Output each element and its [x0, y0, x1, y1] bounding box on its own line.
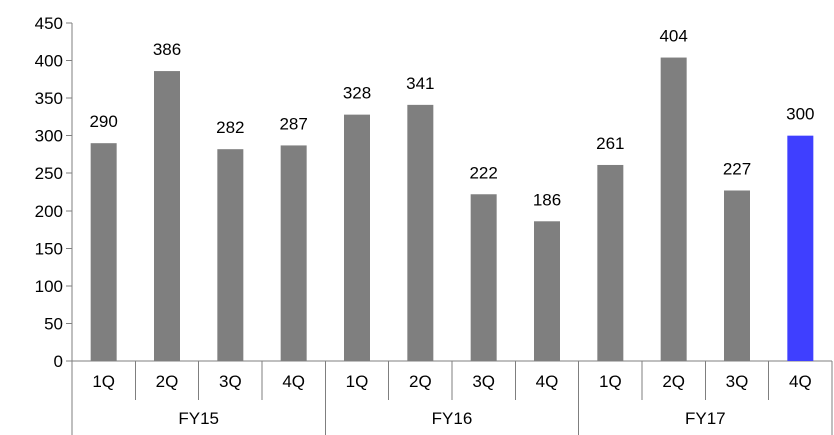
bar [407, 104, 434, 362]
data-label: 290 [89, 112, 117, 131]
category-label: 3Q [219, 372, 242, 391]
data-label: 386 [153, 40, 181, 59]
y-tick-label: 50 [44, 314, 63, 333]
data-label: 186 [533, 190, 561, 209]
category-label: 1Q [599, 372, 622, 391]
data-label: 404 [659, 27, 687, 46]
group-label: FY17 [685, 409, 726, 428]
data-label: 222 [469, 163, 497, 182]
category-label: 4Q [282, 372, 305, 391]
bar [280, 145, 307, 361]
y-tick-label: 300 [35, 127, 63, 146]
data-label: 300 [786, 105, 814, 124]
bar [90, 143, 117, 361]
group-label: FY15 [178, 409, 219, 428]
category-label: 3Q [726, 372, 749, 391]
y-tick-label: 200 [35, 202, 63, 221]
category-label: 1Q [346, 372, 369, 391]
category-label: 4Q [536, 372, 559, 391]
bar [470, 194, 497, 361]
category-label: 2Q [662, 372, 685, 391]
y-tick-label: 100 [35, 277, 63, 296]
data-label: 227 [723, 159, 751, 178]
bar [344, 114, 370, 361]
y-tick-label: 250 [35, 164, 63, 183]
bar [724, 190, 750, 361]
bar [787, 135, 814, 361]
y-tick-label: 450 [35, 14, 63, 33]
data-label: 328 [343, 84, 371, 103]
y-tick-label: 350 [35, 89, 63, 108]
data-label: 282 [216, 118, 244, 137]
data-label: 261 [596, 134, 624, 153]
bar [597, 164, 624, 361]
bar [534, 221, 560, 361]
category-label: 4Q [789, 372, 812, 391]
bar [217, 149, 244, 361]
data-label: 341 [406, 74, 434, 93]
y-tick-label: 400 [35, 52, 63, 71]
bar [660, 57, 687, 361]
group-label: FY16 [432, 409, 473, 428]
y-tick-label: 0 [54, 352, 63, 371]
bar [154, 71, 180, 362]
y-tick-label: 150 [35, 239, 63, 258]
category-label: 1Q [92, 372, 115, 391]
data-label: 287 [279, 114, 307, 133]
category-label: 3Q [472, 372, 495, 391]
category-label: 2Q [156, 372, 179, 391]
category-label: 2Q [409, 372, 432, 391]
